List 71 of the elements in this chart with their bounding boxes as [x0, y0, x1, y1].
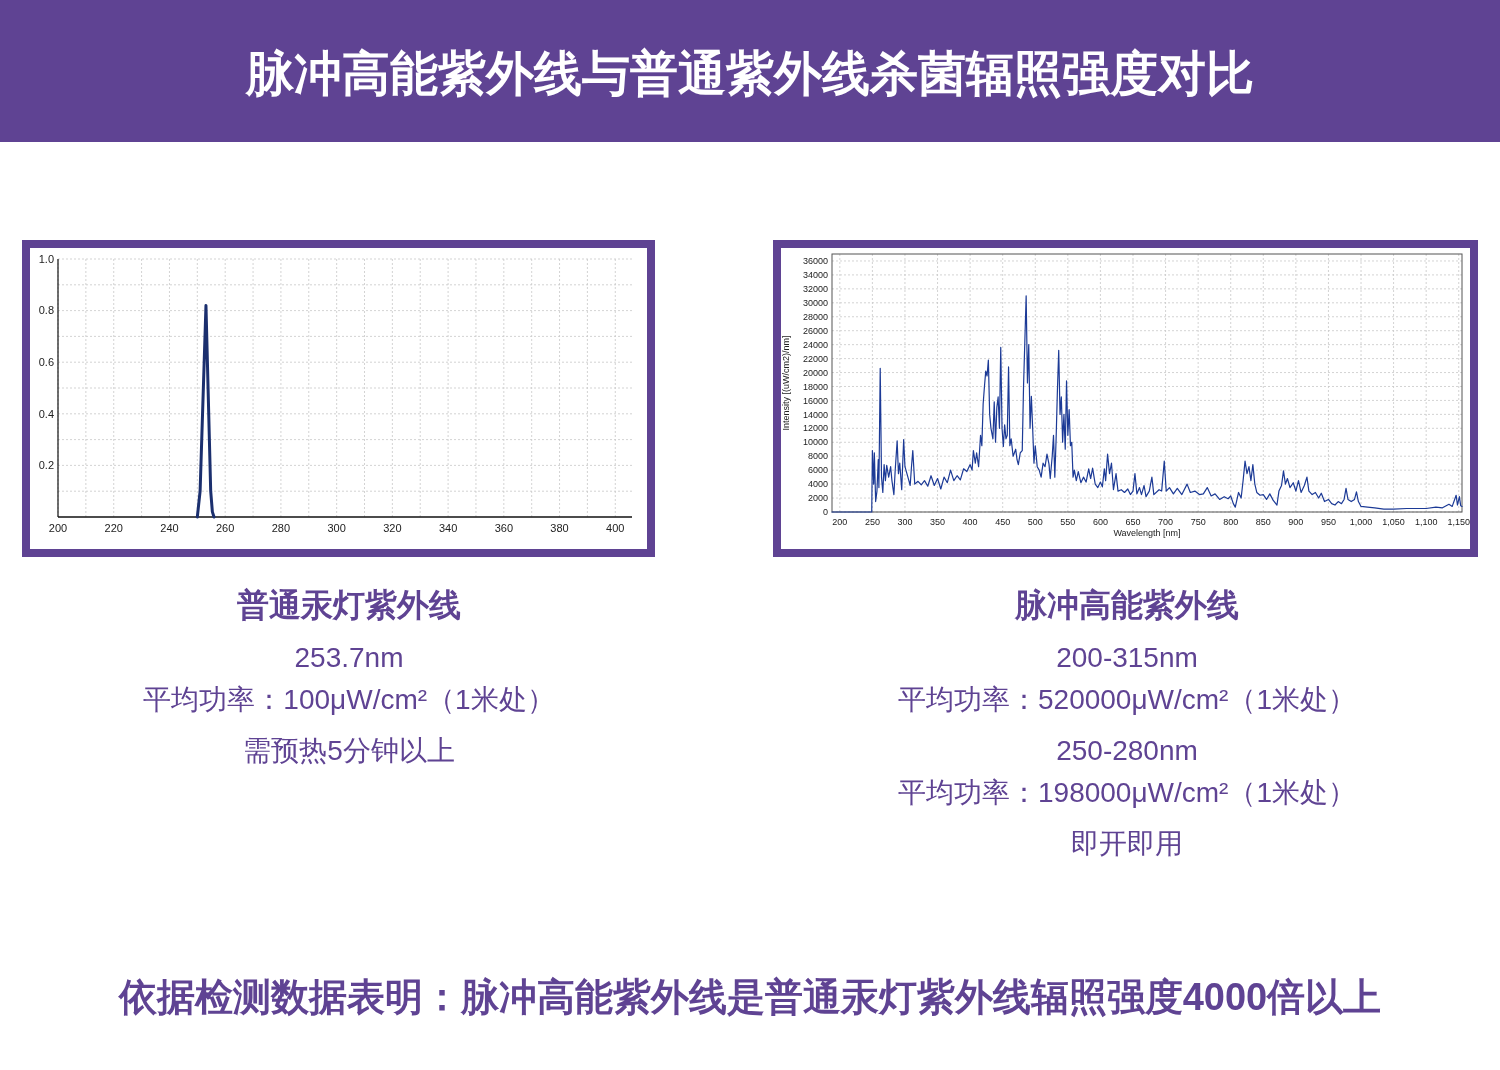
x-tick-label: 200 — [48, 522, 68, 534]
x-tick-label: 800 — [1223, 517, 1239, 527]
y-tick-label: 24000 — [802, 339, 828, 350]
x-tick-label: 600 — [1092, 517, 1108, 527]
x-tick-label: 650 — [1125, 517, 1141, 527]
x-tick-label: 700 — [1158, 517, 1174, 527]
text: 平均功率：100μW/cm²（1米处） — [143, 684, 555, 715]
x-tick-label: 300 — [327, 522, 346, 534]
x-tick-label: 350 — [930, 517, 946, 527]
x-tick-label: 1,050 — [1382, 517, 1405, 527]
y-tick-label: 14000 — [802, 409, 828, 420]
x-tick-label: 220 — [104, 522, 123, 534]
y-tick-label: 6000 — [807, 465, 828, 476]
x-tick-label: 320 — [383, 522, 402, 534]
x-tick-label: 850 — [1255, 517, 1271, 527]
y-tick-label: 8000 — [807, 451, 828, 462]
line-series — [195, 303, 216, 519]
text: 253.7nm — [294, 642, 404, 673]
text: 200-315nm — [1056, 642, 1198, 673]
x-tick-label: 200 — [832, 517, 848, 527]
y-tick-label: 0 — [822, 507, 828, 518]
text: 250-280nm — [1056, 735, 1198, 766]
y-tick-label: 18000 — [802, 381, 828, 392]
x-tick-label: 400 — [962, 517, 978, 527]
y-tick-label: 36000 — [802, 256, 828, 267]
x-tick-label: 900 — [1288, 517, 1304, 527]
text: 依据检测数据表明：脉冲高能紫外线是普通汞灯紫外线辐照强度4000倍以上 — [116, 976, 1382, 1018]
x-tick-label: 500 — [1027, 517, 1043, 527]
y-tick-label: 10000 — [802, 437, 828, 448]
x-tick-label: 400 — [606, 522, 625, 534]
y-tick-label: 28000 — [802, 311, 828, 322]
x-tick-label: 1,150 — [1447, 517, 1471, 527]
x-tick-label: 1,000 — [1349, 517, 1373, 527]
x-axis-title: Wavelength [nm] — [1113, 528, 1181, 538]
y-tick-label: 0.6 — [38, 356, 54, 369]
x-tick-label: 550 — [1060, 517, 1076, 527]
x-tick-label: 450 — [995, 517, 1011, 527]
y-tick-label: 32000 — [802, 284, 828, 295]
y-tick-label: 30000 — [802, 297, 828, 308]
y-axis-title: Intensity [(uW/cm2)/nm] — [781, 335, 791, 431]
y-tick-label: 16000 — [802, 395, 828, 406]
y-tick-label: 1.0 — [38, 252, 54, 265]
text: 普通汞灯紫外线 — [237, 587, 461, 623]
x-tick-label: 1,100 — [1414, 517, 1438, 527]
x-tick-label: 380 — [550, 522, 569, 534]
y-tick-label: 0.4 — [38, 407, 54, 420]
text: 脉冲高能紫外线与普通紫外线杀菌辐照强度对比 — [245, 47, 1254, 100]
text: 平均功率：520000μW/cm²（1米处） — [898, 684, 1356, 715]
x-tick-label: 340 — [438, 522, 458, 534]
text: 平均功率：198000μW/cm²（1米处） — [898, 777, 1356, 808]
x-tick-label: 750 — [1190, 517, 1206, 527]
y-tick-label: 2000 — [807, 493, 828, 504]
y-tick-label: 4000 — [807, 479, 828, 490]
y-tick-label: 20000 — [802, 367, 828, 378]
x-tick-label: 260 — [216, 522, 235, 534]
x-tick-label: 360 — [494, 522, 513, 534]
text: 需预热5分钟以上 — [243, 735, 455, 766]
x-tick-label: 280 — [271, 522, 291, 534]
line-series — [831, 295, 1463, 513]
x-tick-label: 950 — [1320, 517, 1336, 527]
x-tick-label: 240 — [160, 522, 179, 534]
y-tick-label: 22000 — [802, 353, 828, 364]
y-tick-label: 0.8 — [38, 304, 54, 317]
y-tick-label: 12000 — [802, 423, 828, 434]
x-tick-label: 250 — [864, 517, 880, 527]
x-tick-label: 300 — [897, 517, 913, 527]
text: 脉冲高能紫外线 — [1014, 587, 1239, 623]
y-tick-label: 26000 — [802, 325, 828, 336]
text: 即开即用 — [1071, 828, 1183, 859]
y-tick-label: 0.2 — [38, 459, 54, 472]
y-tick-label: 34000 — [802, 270, 828, 281]
